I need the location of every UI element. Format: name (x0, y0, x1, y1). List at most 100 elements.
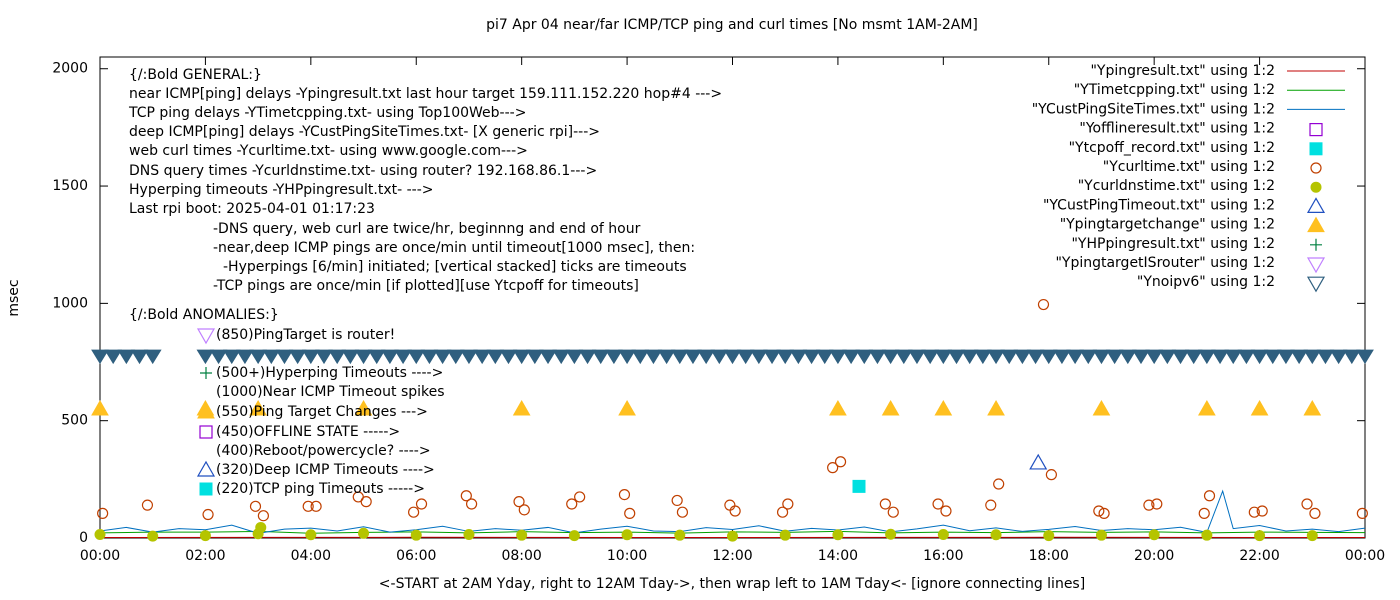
point (130, 349, 149, 365)
point (723, 349, 742, 365)
note: near ICMP[ping] delays -Ypingresult.txt … (129, 86, 722, 102)
point (605, 349, 623, 365)
point (315, 349, 333, 365)
point (433, 349, 452, 365)
x-tick-label: 00:00 (80, 548, 120, 564)
legend-label: "YTimetcpping.txt" using 1:2 (1074, 82, 1275, 98)
point (1277, 349, 1295, 365)
point (552, 349, 571, 365)
point (1066, 349, 1084, 365)
point (288, 349, 307, 365)
point (1316, 349, 1335, 365)
point (354, 349, 373, 365)
point (985, 499, 997, 511)
legend-swatch (1307, 216, 1325, 233)
point (779, 529, 791, 541)
point (539, 349, 557, 365)
x-tick-label: 22:00 (1239, 548, 1279, 564)
point (275, 349, 294, 365)
point (1237, 349, 1256, 365)
point (512, 399, 531, 416)
legend-label: "Ycurltime.txt" using 1:2 (1103, 159, 1275, 175)
point (1356, 349, 1374, 365)
point (486, 349, 505, 365)
x-axis-label: <-START at 2AM Yday, right to 12AM Tday-… (379, 576, 1085, 592)
point (415, 498, 428, 510)
point (301, 349, 320, 365)
annotation-marker (200, 367, 212, 379)
point (881, 399, 900, 416)
point (763, 349, 781, 365)
point (729, 505, 741, 517)
point (512, 349, 531, 365)
point (934, 399, 953, 416)
point (513, 496, 525, 508)
point (1309, 507, 1321, 519)
point (1143, 499, 1155, 511)
annotation: (1000)Near ICMP Timeout spikes (216, 384, 445, 400)
point (236, 349, 254, 365)
notes: {/:Bold GENERAL:} near ICMP[ping] delays… (128, 67, 722, 323)
point (367, 349, 386, 365)
legend-swatch (1306, 197, 1326, 213)
point (463, 528, 475, 540)
point (1203, 490, 1216, 502)
point (147, 530, 159, 542)
legend-label: "YpingtargetISrouter" using 1:2 (1055, 255, 1275, 271)
note: Hyperping timeouts -YHPpingresult.txt- -… (129, 182, 434, 198)
point (908, 349, 926, 365)
legend-label: "Ycurldnstime.txt" using 1:2 (1078, 178, 1275, 194)
point (1290, 349, 1309, 365)
y-tick-label: 2000 (52, 61, 88, 77)
point (829, 399, 847, 416)
point (1043, 530, 1055, 542)
point (852, 479, 866, 493)
point (960, 349, 979, 365)
point (94, 528, 106, 540)
note: -near,deep ICMP pings are once/min until… (213, 240, 695, 256)
annotation-marker (196, 328, 216, 345)
point (1039, 349, 1058, 365)
point (209, 349, 228, 365)
point (91, 399, 109, 416)
note: web curl times -Ycurltime.txt- using www… (129, 143, 528, 159)
x-tick-label: 14:00 (818, 548, 858, 564)
point (987, 349, 1005, 365)
point (358, 527, 370, 539)
annotation: (320)Deep ICMP Timeouts ----> (216, 462, 435, 478)
point (1000, 349, 1019, 365)
annotation-marker (199, 482, 213, 496)
point (1263, 349, 1282, 365)
annotation-marker (197, 402, 215, 419)
annotation: (500+)Hyperping Timeouts ----> (216, 365, 443, 381)
y-tick-label: 1500 (52, 178, 88, 194)
point (670, 349, 689, 365)
point (302, 500, 314, 512)
point (257, 510, 269, 522)
point (1037, 298, 1050, 311)
legend-swatch (1310, 162, 1322, 174)
point (776, 349, 795, 365)
legend-swatch (1306, 257, 1326, 274)
legend-label: "Yofflineresult.txt" using 1:2 (1079, 121, 1275, 137)
point (1145, 349, 1164, 365)
point (1045, 469, 1057, 481)
series-line (99, 489, 1366, 534)
point (97, 507, 109, 519)
point (91, 349, 109, 365)
point (1250, 399, 1269, 416)
point (1171, 349, 1190, 365)
point (310, 500, 322, 512)
point (354, 399, 373, 416)
x-tick-label: 02:00 (185, 548, 225, 564)
annotation-marker (199, 425, 213, 439)
point (460, 349, 478, 365)
x-tick-label: 12:00 (712, 548, 752, 564)
x-tick-label: 04:00 (291, 548, 331, 564)
point (1248, 506, 1260, 518)
point (255, 521, 267, 533)
point (947, 349, 966, 365)
point (879, 498, 891, 510)
